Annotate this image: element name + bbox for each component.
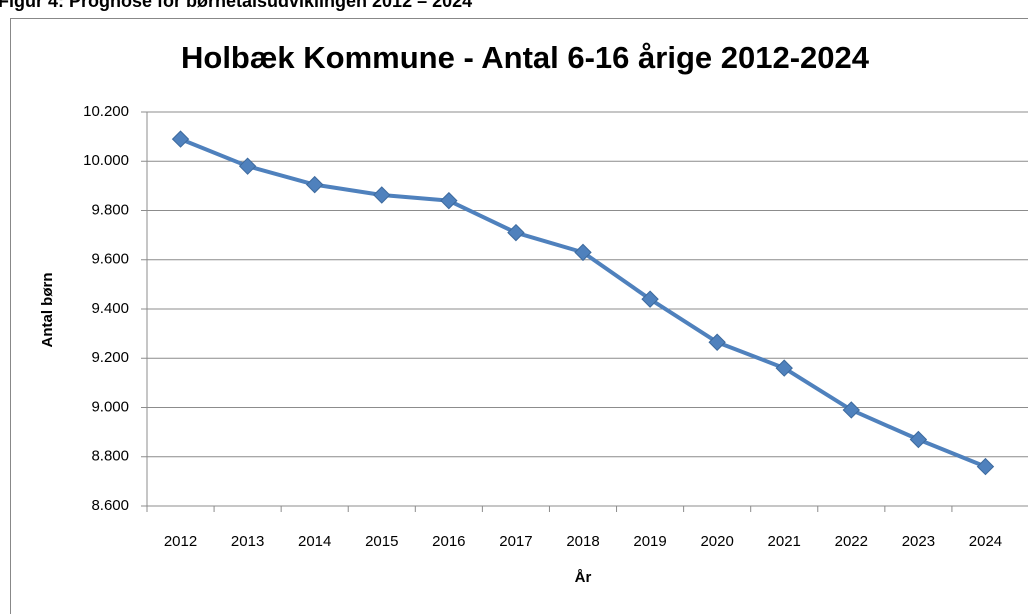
x-tick-label: 2017	[499, 533, 532, 550]
data-point	[775, 359, 793, 377]
x-tick-label: 2020	[700, 533, 733, 550]
data-point	[708, 333, 726, 351]
x-tick-label: 2024	[969, 533, 1002, 550]
y-tick-label: 8.600	[91, 497, 129, 514]
x-tick-label: 2021	[768, 533, 801, 550]
x-axis-label: År	[575, 569, 592, 586]
y-tick-label: 9.200	[91, 349, 129, 366]
x-tick-label: 2023	[902, 533, 935, 550]
data-point	[507, 223, 525, 242]
y-tick-label: 9.600	[91, 251, 129, 268]
data-point	[909, 430, 928, 449]
data-point	[440, 191, 458, 210]
data-point	[641, 290, 659, 308]
data-point	[238, 157, 257, 175]
y-axis-label: Antal børn	[39, 273, 56, 348]
caption: Figur 4: Prognose for børnetalsudvikling…	[0, 0, 472, 11]
chart-frame	[10, 18, 1028, 614]
x-tick-label: 2022	[835, 533, 868, 550]
data-point	[976, 457, 995, 476]
y-tick-label: 9.400	[91, 300, 129, 317]
chart-title: Holbæk Kommune - Antal 6-16 årige 2012-2…	[181, 40, 870, 75]
data-point	[305, 175, 324, 194]
data-point	[171, 130, 190, 148]
data-point	[842, 401, 861, 419]
x-tick-label: 2015	[365, 533, 398, 550]
data-point	[373, 186, 391, 204]
x-tick-label: 2018	[566, 533, 599, 550]
x-tick-label: 2019	[633, 533, 666, 550]
y-tick-label: 9.800	[91, 201, 129, 218]
data-point	[574, 243, 592, 262]
y-tick-label: 8.800	[91, 448, 129, 465]
x-tick-label: 2012	[164, 533, 197, 550]
y-tick-label: 9.000	[91, 398, 129, 415]
y-tick-label: 10.200	[83, 103, 129, 120]
x-tick-label: 2014	[298, 533, 331, 550]
x-tick-label: 2013	[231, 533, 264, 550]
x-tick-label: 2016	[432, 533, 465, 550]
y-tick-label: 10.000	[83, 152, 129, 169]
